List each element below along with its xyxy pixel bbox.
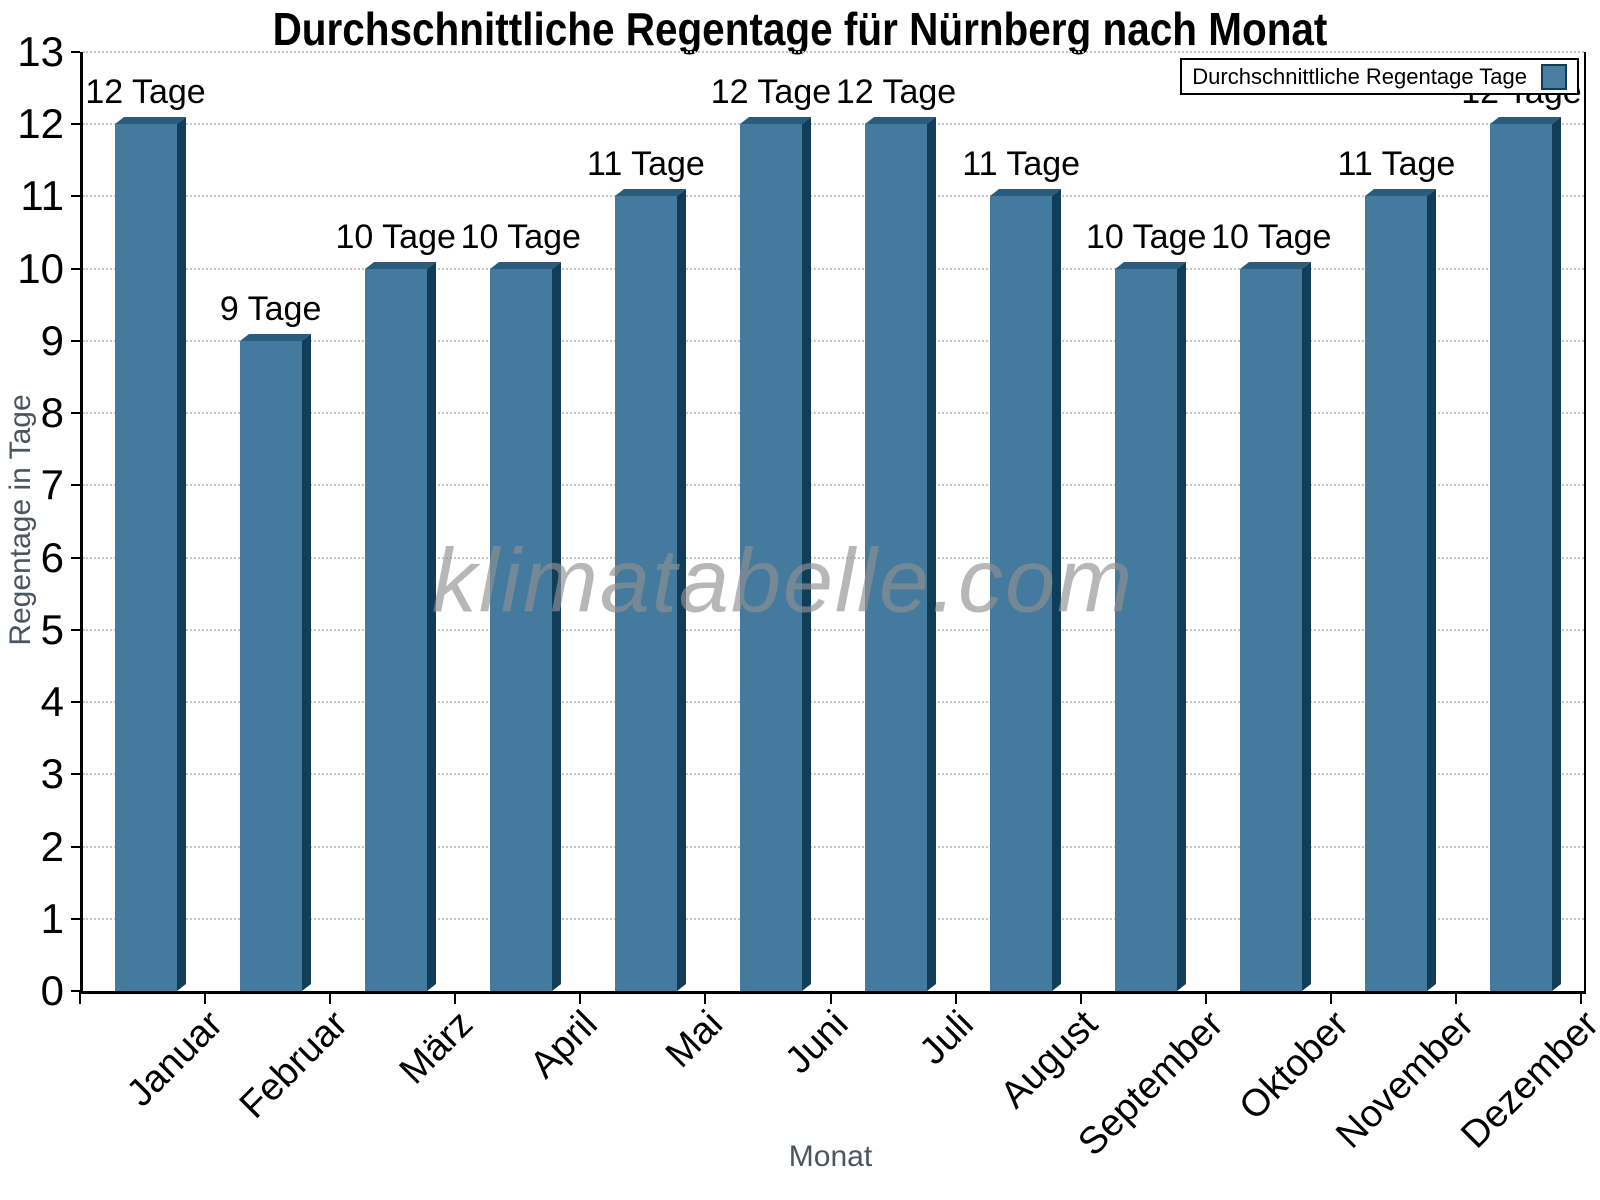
y-tick-label: 9 [40, 316, 64, 364]
x-tick-label: März [391, 1003, 481, 1093]
x-axis-title: Monat [788, 1140, 873, 1173]
gridline [83, 701, 1584, 704]
y-tick-mark [71, 412, 80, 415]
gridline [83, 195, 1584, 198]
bar-februar [239, 334, 311, 991]
x-tick-mark [454, 991, 457, 1004]
y-tick-mark [71, 917, 80, 920]
x-tick-mark [204, 991, 207, 1004]
plot-area: Durchschnittliche Regentage Tage klimata… [80, 51, 1586, 994]
x-tick-mark [1204, 991, 1207, 1004]
y-tick-label: 4 [40, 678, 64, 726]
x-tick-mark [1329, 991, 1332, 1004]
y-tick-mark [71, 773, 80, 776]
bar-november [1365, 189, 1437, 991]
y-tick-label: 2 [40, 822, 64, 870]
bar-oktober [1240, 262, 1312, 991]
x-tick-label: August [993, 1003, 1107, 1117]
bar-januar [114, 117, 186, 991]
gridline [83, 123, 1584, 126]
bar-value-label: 10 Tage [1211, 218, 1332, 256]
y-tick-mark [71, 195, 80, 198]
y-tick-mark [71, 484, 80, 487]
x-tick-mark [1580, 991, 1582, 1004]
watermark: klimatabelle.com [431, 531, 1135, 632]
x-tick-mark [579, 991, 582, 1004]
x-tick-label: Oktober [1231, 1003, 1357, 1129]
y-tick-label: 0 [40, 967, 64, 1014]
y-tick-label: 8 [40, 389, 64, 437]
x-tick-mark [1079, 991, 1082, 1004]
y-tick-label: 12 [17, 100, 64, 148]
x-tick-label: Juni [777, 1003, 857, 1082]
legend: Durchschnittliche Regentage Tage [1180, 58, 1579, 95]
y-tick-mark [71, 556, 80, 559]
x-tick-label: Juli [911, 1003, 982, 1074]
bar-value-label: 10 Tage [1086, 218, 1207, 256]
gridline [83, 628, 1584, 631]
gridline [83, 339, 1584, 342]
bar-value-label: 11 Tage [1337, 145, 1456, 183]
gridline [83, 267, 1584, 270]
x-tick-label: Februar [232, 1003, 356, 1127]
y-tick-label: 13 [17, 28, 64, 75]
x-tick-mark [1454, 991, 1457, 1004]
bar-value-label: 10 Tage [335, 218, 456, 256]
bar-april [489, 262, 561, 991]
y-tick-mark [71, 51, 80, 53]
gridline [83, 773, 1584, 776]
x-tick-label: April [522, 1003, 607, 1087]
y-tick-mark [71, 701, 80, 704]
bar-mai [614, 189, 686, 991]
y-tick-label: 10 [17, 244, 64, 292]
bar-dezember [1490, 117, 1562, 991]
legend-label: Durchschnittliche Regentage Tage [1192, 63, 1527, 89]
gridline [83, 51, 1584, 53]
bar-juni [739, 117, 811, 991]
x-tick-mark [329, 991, 332, 1004]
bar-value-label: 12 Tage [710, 73, 832, 111]
chart-title: Durchschnittliche Regentage für Nürnberg… [272, 3, 1328, 55]
x-tick-label: Mai [658, 1003, 732, 1076]
y-tick-mark [71, 990, 80, 992]
y-tick-label: 7 [40, 461, 64, 509]
y-tick-mark [71, 123, 80, 126]
bar-märz [364, 262, 436, 991]
x-tick-mark [954, 991, 957, 1004]
gridline [83, 917, 1584, 920]
bar-value-label: 10 Tage [460, 218, 581, 256]
y-tick-label: 1 [40, 894, 64, 942]
x-tick-mark [829, 991, 832, 1004]
bar-juli [865, 117, 937, 991]
bar-value-label: 11 Tage [962, 145, 1081, 183]
legend-swatch-icon [1541, 63, 1567, 90]
y-tick-mark [71, 339, 80, 342]
bar-value-label: 12 Tage [835, 73, 957, 111]
bar-value-label: 12 Tage [85, 73, 206, 111]
x-tick-mark [79, 991, 81, 1004]
y-tick-mark [71, 267, 80, 270]
bar-value-label: 11 Tage [586, 145, 705, 183]
bar-september [1115, 262, 1187, 991]
y-tick-label: 6 [40, 533, 64, 581]
gridline [83, 845, 1584, 848]
gridline [83, 556, 1584, 559]
x-tick-label: Januar [118, 1003, 231, 1115]
y-tick-label: 11 [20, 172, 64, 220]
y-tick-mark [71, 845, 80, 848]
bar-august [990, 189, 1062, 991]
gridline [83, 412, 1584, 415]
y-tick-label: 5 [40, 605, 64, 653]
gridline [83, 484, 1584, 487]
y-tick-mark [71, 628, 80, 631]
bar-value-label: 9 Tage [219, 290, 322, 328]
x-tick-mark [704, 991, 707, 1004]
y-tick-label: 3 [40, 750, 64, 798]
